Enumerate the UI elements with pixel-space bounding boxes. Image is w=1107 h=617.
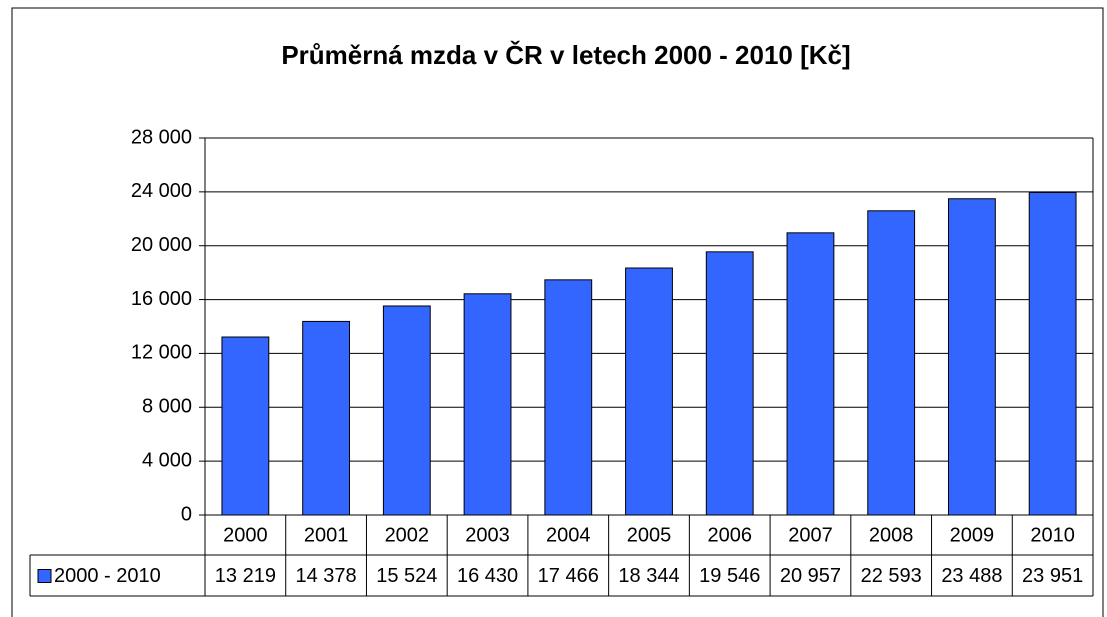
x-tick-label: 2009 [950, 524, 995, 546]
legend-swatch [37, 569, 52, 583]
bar [302, 320, 351, 516]
bar [463, 293, 512, 516]
y-tick-label: 16 000 [131, 288, 192, 310]
table-value: 23 951 [1022, 565, 1083, 587]
bar [947, 198, 996, 516]
x-tick-label: 2005 [627, 524, 672, 546]
bar [544, 279, 593, 516]
y-tick-label: 4 000 [142, 449, 192, 471]
x-tick-label: 2003 [465, 524, 510, 546]
chart-frame [11, 7, 1104, 617]
bar [786, 232, 835, 516]
bar [382, 305, 431, 516]
table-value: 23 488 [941, 565, 1002, 587]
x-tick-label: 2006 [707, 524, 752, 546]
bar [625, 267, 673, 516]
y-tick-label: 8 000 [142, 396, 192, 418]
table-value: 17 466 [538, 565, 599, 587]
y-tick-label: 12 000 [131, 342, 192, 364]
bar [1028, 192, 1077, 516]
table-value: 16 430 [457, 565, 518, 587]
chart-title: Průměrná mzda v ČR v letech 2000 - 2010 … [281, 40, 850, 70]
table-value: 22 593 [861, 565, 922, 587]
table-value: 15 524 [376, 565, 437, 587]
x-tick-label: 2008 [869, 524, 914, 546]
bar [867, 210, 916, 516]
x-tick-label: 2000 [223, 524, 268, 546]
table-value: 19 546 [699, 565, 760, 587]
table-value: 20 957 [780, 565, 841, 587]
bar [705, 251, 754, 516]
x-tick-label: 2004 [546, 524, 591, 546]
y-tick-label: 20 000 [131, 234, 192, 256]
y-tick-label: 0 [181, 503, 192, 525]
x-tick-label: 2010 [1030, 524, 1075, 546]
x-tick-label: 2001 [304, 524, 349, 546]
x-tick-label: 2002 [385, 524, 430, 546]
table-value: 14 378 [296, 565, 357, 587]
legend-label: 2000 - 2010 [54, 565, 161, 587]
bar [221, 336, 270, 516]
x-tick-label: 2007 [788, 524, 833, 546]
y-tick-label: 24 000 [131, 180, 192, 202]
table-value: 13 219 [215, 565, 276, 587]
y-tick-label: 28 000 [131, 126, 192, 148]
table-value: 18 344 [618, 565, 679, 587]
